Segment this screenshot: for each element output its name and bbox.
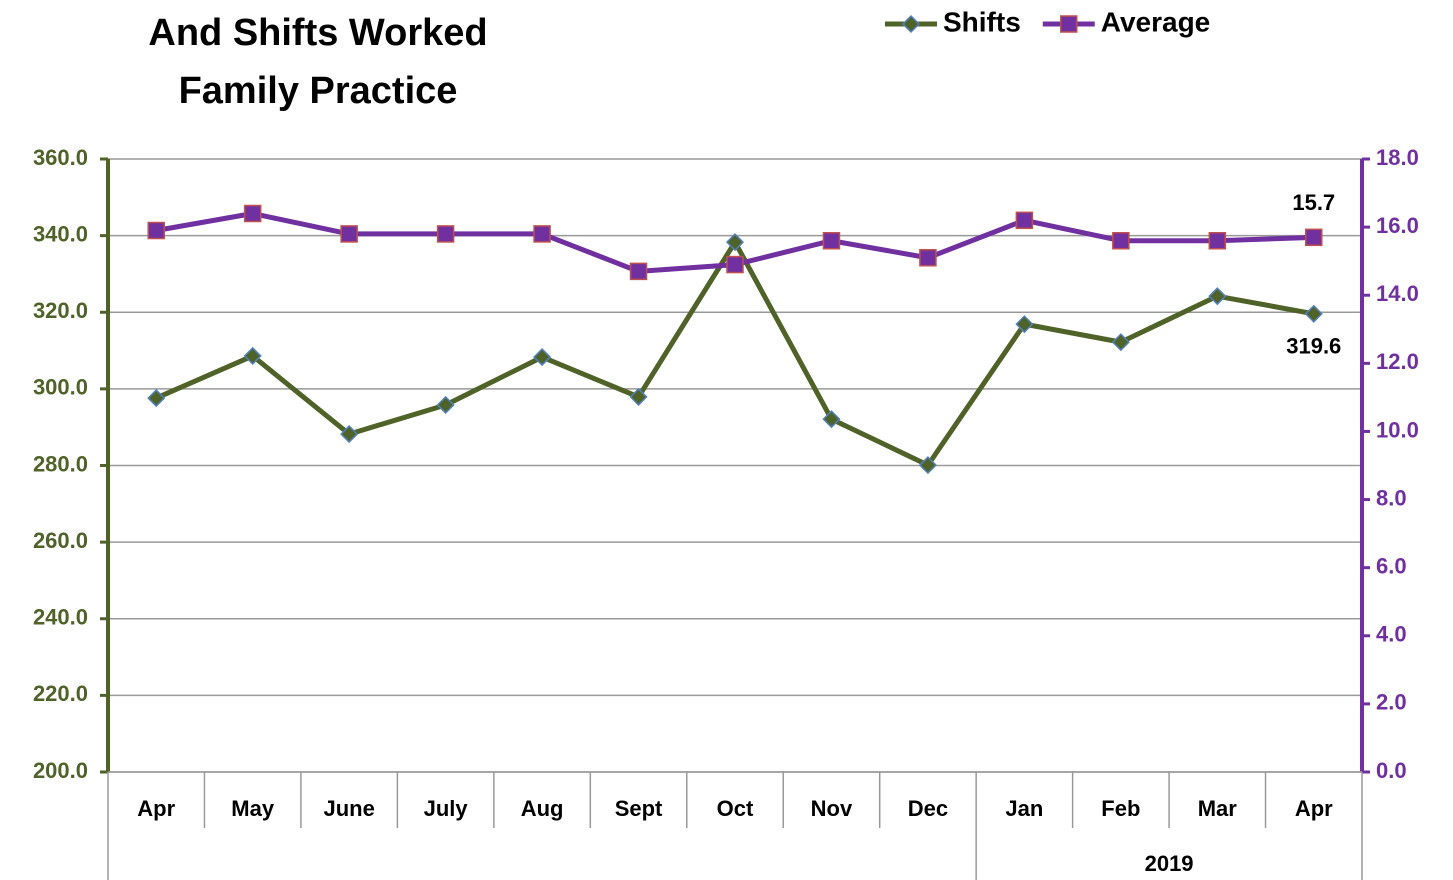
y2-tick-label: 14.0: [1376, 281, 1419, 306]
y2-tick-label: 2.0: [1376, 690, 1407, 715]
y2-tick-label: 18.0: [1376, 145, 1419, 170]
y2-tick-label: 0.0: [1376, 758, 1407, 783]
legend-label: Shifts: [943, 6, 1021, 37]
data-point: [1304, 304, 1323, 323]
data-point: [726, 255, 744, 274]
x-tick-label: May: [231, 796, 275, 821]
x-tick-label: Feb: [1101, 796, 1140, 821]
data-point: [1111, 333, 1130, 352]
data-point: [1015, 315, 1034, 334]
y-tick-label: 340.0: [33, 221, 88, 246]
x-tick-label: Jan: [1005, 796, 1043, 821]
data-point: [533, 348, 552, 367]
x-tick-label: Apr: [137, 796, 175, 821]
data-point: [436, 225, 455, 243]
data-point: [1015, 211, 1034, 230]
x-tick-label: July: [424, 796, 469, 821]
legend-label: Average: [1101, 6, 1210, 37]
x-tick-label: Sept: [615, 796, 663, 821]
data-point: [1208, 231, 1227, 250]
data-point: [629, 262, 648, 281]
y-tick-label: 260.0: [33, 528, 88, 553]
y2-tick-label: 6.0: [1376, 553, 1407, 578]
data-label: 15.7: [1292, 190, 1335, 215]
y2-tick-label: 16.0: [1376, 213, 1419, 238]
data-point: [725, 233, 745, 252]
data-point: [436, 395, 455, 415]
x-tick-label: Aug: [521, 796, 564, 821]
y-tick-label: 220.0: [33, 681, 88, 706]
y2-tick-label: 12.0: [1376, 349, 1419, 374]
data-point: [147, 389, 166, 408]
data-point: [147, 221, 165, 240]
x-tick-label: Oct: [717, 796, 754, 821]
y2-tick-label: 8.0: [1376, 485, 1407, 510]
x-tick-label: June: [323, 796, 374, 821]
chart-title: Family Practice: [179, 70, 458, 112]
x-tick-label: Mar: [1198, 796, 1238, 821]
data-point: [1208, 287, 1227, 306]
y-tick-label: 360.0: [33, 145, 88, 170]
data-point: [822, 410, 841, 429]
data-point: [822, 231, 841, 250]
data-point: [901, 14, 921, 34]
data-point: [1305, 228, 1323, 247]
x-tick-label: Nov: [811, 796, 853, 821]
data-point: [1060, 15, 1078, 33]
data-point: [533, 225, 551, 243]
data-point: [340, 225, 358, 243]
y-tick-label: 200.0: [33, 758, 88, 783]
data-point: [340, 425, 359, 444]
data-point: [918, 456, 937, 475]
data-point: [243, 346, 262, 365]
y-tick-label: 240.0: [33, 605, 88, 630]
chart-title: And Shifts Worked: [148, 12, 487, 54]
group-label: 2019: [1145, 851, 1194, 876]
y2-tick-label: 10.0: [1376, 417, 1419, 442]
data-label: 319.6: [1286, 334, 1341, 359]
x-tick-label: Apr: [1295, 796, 1333, 821]
y-tick-label: 300.0: [33, 375, 88, 400]
data-point: [1112, 231, 1130, 250]
data-point: [629, 387, 648, 406]
x-tick-label: Dec: [908, 796, 948, 821]
y-tick-label: 280.0: [33, 451, 88, 476]
series-line: [155, 239, 1315, 468]
y-tick-label: 320.0: [33, 298, 88, 323]
data-point: [919, 249, 937, 267]
y2-tick-label: 4.0: [1376, 622, 1407, 647]
data-point: [243, 204, 262, 223]
